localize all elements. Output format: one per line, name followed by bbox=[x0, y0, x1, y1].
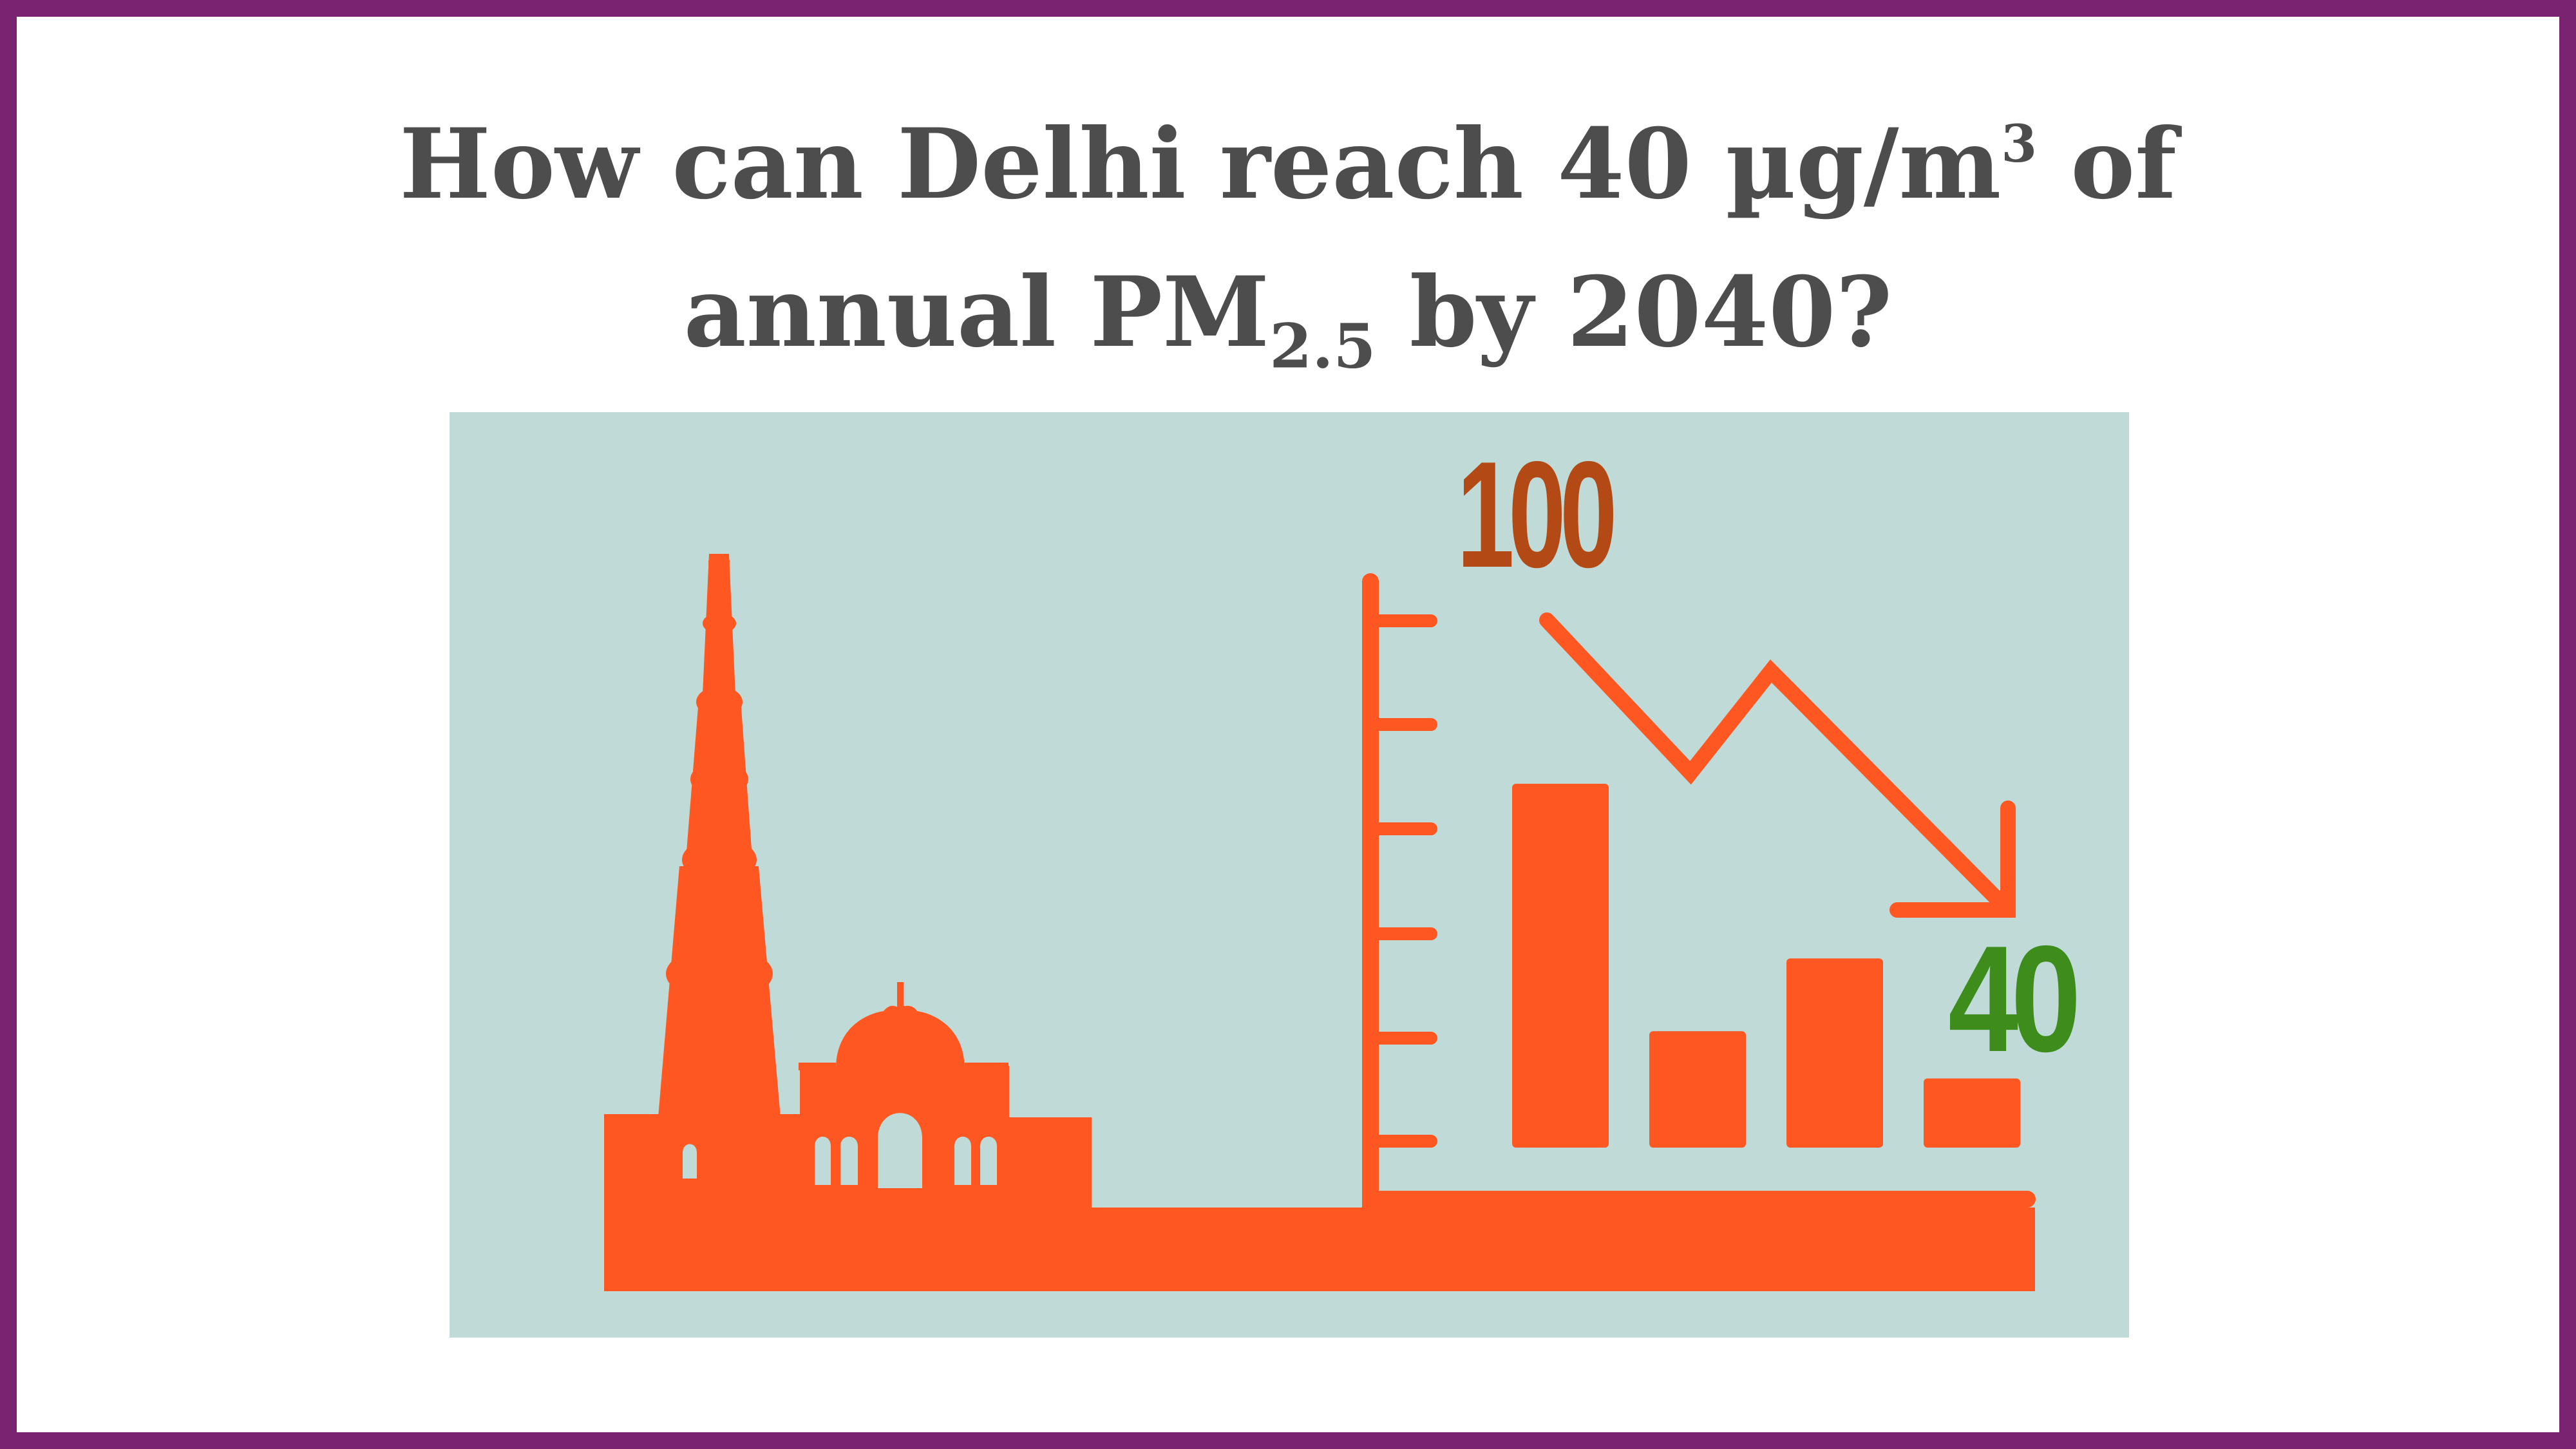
chart-bar bbox=[1512, 784, 1609, 1148]
ground-strip bbox=[604, 1208, 2035, 1291]
trend-line bbox=[1539, 612, 2016, 918]
qutub-minar-icon bbox=[658, 554, 781, 1117]
page-title: How can Delhi reach 40 µg/m3 of annual P… bbox=[0, 90, 2576, 386]
chart-bar bbox=[1649, 1031, 1746, 1148]
mosque-windows bbox=[683, 1113, 997, 1188]
trend-arrowhead bbox=[1889, 800, 2016, 918]
title-line-2-end: by 2040? bbox=[1376, 256, 1893, 369]
title-line-1-end: of bbox=[2036, 108, 2177, 221]
title-superscript: 3 bbox=[2001, 113, 2037, 174]
chart-bars bbox=[1512, 784, 2020, 1148]
title-subscript: 2.5 bbox=[1269, 310, 1376, 383]
chart-bar bbox=[1786, 958, 1883, 1148]
start-value-label: 100 bbox=[1457, 430, 1614, 599]
trend-down-arrow-icon bbox=[1539, 612, 2016, 918]
skyline-silhouette bbox=[604, 554, 2035, 1291]
title-line-2-text: annual PM bbox=[683, 256, 1270, 369]
chart-ticks bbox=[1364, 614, 1437, 1148]
title-line-2: annual PM2.5 by 2040? bbox=[683, 256, 1893, 377]
title-line-1: How can Delhi reach 40 µg/m3 of bbox=[399, 108, 2177, 221]
title-line-1-text: How can Delhi reach 40 µg/m bbox=[399, 108, 2002, 221]
bar-chart-icon bbox=[1362, 573, 2036, 1216]
end-value-label: 40 bbox=[1948, 914, 2076, 1083]
chart-bar bbox=[1924, 1078, 2020, 1148]
